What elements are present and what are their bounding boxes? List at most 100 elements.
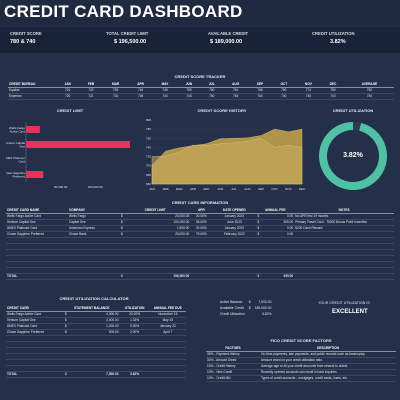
table-row: Wells Fargo Active Card Wells Fargo $20,00…	[6, 213, 394, 220]
empty-cell[interactable]	[132, 255, 191, 262]
empty-cell[interactable]	[6, 341, 64, 348]
empty-cell[interactable]	[120, 261, 133, 268]
empty-cell[interactable]	[265, 267, 295, 274]
empty-cell[interactable]	[64, 347, 76, 354]
empty-cell[interactable]	[6, 347, 64, 354]
empty-cell[interactable]	[119, 365, 150, 372]
empty-cell[interactable]	[149, 347, 186, 354]
empty-cell[interactable]	[75, 335, 120, 342]
empty-cell[interactable]	[6, 365, 64, 372]
tracker-row: Experian 720 721 730 745 744 748 750 754 760 740 74…	[8, 93, 394, 100]
empty-cell[interactable]	[68, 243, 120, 250]
limit-bar	[26, 141, 130, 148]
empty-cell[interactable]	[265, 237, 295, 244]
empty-cell[interactable]	[190, 267, 213, 274]
empty-cell[interactable]	[75, 353, 120, 360]
empty-cell[interactable]	[68, 261, 120, 268]
limit-category-label: AMEX Platinum	[6, 156, 25, 160]
empty-cell[interactable]	[119, 335, 150, 342]
empty-cell[interactable]	[6, 359, 64, 366]
empty-cell[interactable]	[119, 347, 150, 354]
empty-cell[interactable]	[6, 261, 68, 268]
cards-total-fee: 395.00	[265, 273, 295, 280]
empty-cell[interactable]	[64, 353, 76, 360]
empty-cell[interactable]	[190, 249, 213, 256]
empty-cell[interactable]	[68, 267, 120, 274]
factor-cell: Recently opened accounts can result in h…	[260, 369, 396, 376]
empty-cell[interactable]	[190, 237, 213, 244]
empty-cell[interactable]	[6, 249, 68, 256]
empty-cell[interactable]	[119, 359, 150, 366]
empty-cell[interactable]	[75, 347, 120, 354]
empty-cell[interactable]	[132, 267, 191, 274]
empty-cell[interactable]	[294, 261, 394, 268]
empty-cell[interactable]	[265, 261, 295, 268]
empty-cell[interactable]	[149, 341, 186, 348]
empty-cell[interactable]	[265, 249, 295, 256]
empty-cell[interactable]	[212, 243, 257, 250]
cards-cell	[294, 231, 394, 238]
empty-cell[interactable]	[212, 249, 257, 256]
empty-cell[interactable]	[120, 243, 133, 250]
empty-cell[interactable]	[294, 243, 394, 250]
empty-cell[interactable]	[120, 255, 133, 262]
empty-cell[interactable]	[132, 261, 191, 268]
score-history-title: CREDIT SCORE HISTORY	[197, 108, 247, 113]
empty-cell[interactable]	[132, 237, 191, 244]
empty-cell[interactable]	[190, 261, 213, 268]
empty-cell[interactable]	[68, 237, 120, 244]
empty-cell[interactable]	[119, 353, 150, 360]
empty-cell[interactable]	[6, 353, 64, 360]
empty-cell[interactable]	[120, 237, 133, 244]
empty-cell[interactable]	[212, 261, 257, 268]
summary-cell: Active Balance	[220, 300, 243, 304]
empty-cell[interactable]	[75, 365, 120, 372]
empty-cell[interactable]	[75, 359, 120, 366]
empty-cell[interactable]	[6, 237, 68, 244]
empty-cell[interactable]	[256, 237, 266, 244]
empty-cell[interactable]	[64, 341, 76, 348]
table-row: Venture Capital One $2,000.00 1.33% May 15	[6, 317, 186, 324]
empty-cell[interactable]	[6, 243, 68, 250]
empty-cell[interactable]	[149, 335, 186, 342]
empty-cell[interactable]	[256, 255, 266, 262]
empty-cell[interactable]	[64, 359, 76, 366]
empty-cell[interactable]	[149, 365, 186, 372]
empty-cell[interactable]	[294, 249, 394, 256]
empty-cell[interactable]	[119, 341, 150, 348]
empty-cell[interactable]	[120, 249, 133, 256]
cards-cell: Venture Capital One	[6, 219, 68, 226]
empty-cell[interactable]	[265, 255, 295, 262]
empty-cell[interactable]	[132, 243, 191, 250]
empty-cell[interactable]	[149, 353, 186, 360]
empty-cell[interactable]	[212, 255, 257, 262]
empty-cell[interactable]	[256, 261, 266, 268]
empty-cell[interactable]	[68, 249, 120, 256]
empty-cell[interactable]	[64, 365, 76, 372]
cards-cell: 1,500.00	[132, 225, 191, 232]
cards-cell: 36.00%	[190, 219, 213, 226]
empty-cell[interactable]	[68, 255, 120, 262]
empty-cell[interactable]	[6, 267, 68, 274]
empty-cell[interactable]	[190, 255, 213, 262]
empty-cell[interactable]	[6, 335, 64, 342]
empty-cell[interactable]	[75, 341, 120, 348]
empty-cell[interactable]	[64, 335, 76, 342]
empty-cell[interactable]	[256, 243, 266, 250]
empty-cell[interactable]	[132, 249, 191, 256]
empty-cell[interactable]	[256, 249, 266, 256]
empty-cell[interactable]	[212, 237, 257, 244]
empty-cell[interactable]	[190, 243, 213, 250]
cards-cell: $	[120, 231, 133, 238]
cards-cell: $	[256, 213, 266, 220]
cards-cell: Wells Fargo Active Card	[6, 213, 68, 220]
empty-cell[interactable]	[294, 255, 394, 262]
empty-cell[interactable]	[212, 267, 257, 274]
empty-cell[interactable]	[120, 267, 133, 274]
empty-cell[interactable]	[256, 267, 266, 274]
empty-cell[interactable]	[294, 267, 394, 274]
empty-cell[interactable]	[265, 243, 295, 250]
empty-cell[interactable]	[294, 237, 394, 244]
empty-cell[interactable]	[149, 359, 186, 366]
empty-cell[interactable]	[6, 255, 68, 262]
